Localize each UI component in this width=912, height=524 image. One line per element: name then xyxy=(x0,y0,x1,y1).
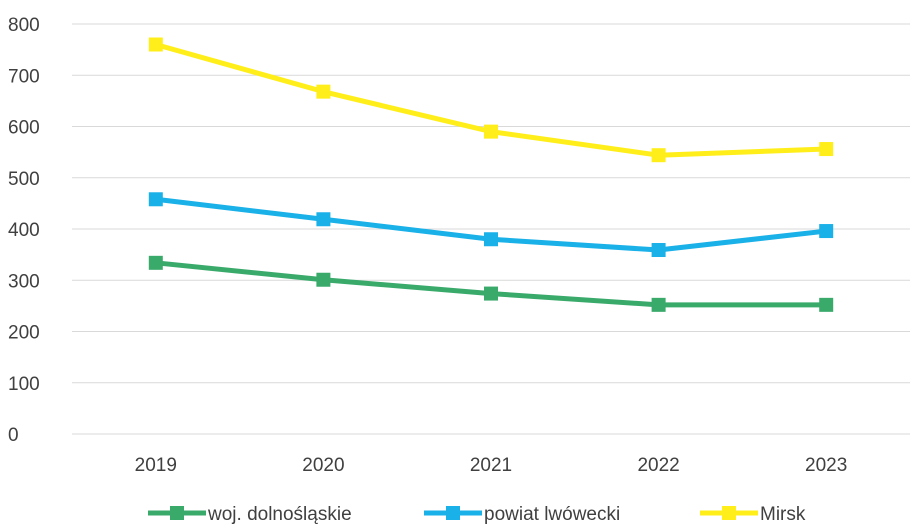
legend-item: Mirsk xyxy=(700,504,806,524)
data-point-marker xyxy=(651,148,666,163)
data-point-marker xyxy=(148,37,163,52)
data-point-marker xyxy=(819,142,834,157)
data-point-marker xyxy=(148,192,163,207)
data-point-marker xyxy=(148,255,163,270)
legend-label: Mirsk xyxy=(760,504,806,524)
series-lines xyxy=(148,37,834,312)
y-tick-label: 500 xyxy=(8,169,40,190)
series-group xyxy=(148,255,834,312)
data-point-marker xyxy=(819,224,834,239)
legend-item: woj. dolnośląskie xyxy=(148,504,352,524)
data-point-marker xyxy=(484,124,498,139)
data-point-marker xyxy=(316,84,331,99)
y-tick-label: 800 xyxy=(8,15,40,36)
y-tick-label: 100 xyxy=(8,374,40,395)
series-group xyxy=(148,37,834,163)
legend-item: powiat lwówecki xyxy=(424,504,620,524)
legend-marker-swatch xyxy=(170,506,184,520)
y-tick-label: 0 xyxy=(8,425,19,446)
y-tick-label: 600 xyxy=(8,118,40,139)
legend-label: woj. dolnośląskie xyxy=(207,504,352,524)
y-tick-label: 400 xyxy=(8,220,40,241)
data-point-marker xyxy=(484,232,498,247)
y-tick-label: 700 xyxy=(8,66,40,87)
legend: woj. dolnośląskie powiat lwówecki Mirsk xyxy=(148,504,806,524)
gridlines xyxy=(72,23,910,435)
data-point-marker xyxy=(484,286,498,301)
legend-label: powiat lwówecki xyxy=(484,504,620,524)
data-point-marker xyxy=(651,243,666,258)
x-tick-label: 2020 xyxy=(302,455,344,476)
data-point-marker xyxy=(316,212,331,227)
data-point-marker xyxy=(651,297,666,312)
x-tick-label: 2021 xyxy=(470,455,512,476)
x-tick-label: 2023 xyxy=(805,455,847,476)
data-point-marker xyxy=(316,272,331,287)
y-tick-label: 200 xyxy=(8,323,40,344)
y-axis-tick-labels: 0 100 200 300 400 500 600 700 800 xyxy=(8,15,40,446)
y-tick-label: 300 xyxy=(8,271,40,292)
x-tick-label: 2022 xyxy=(637,455,679,476)
x-tick-label: 2019 xyxy=(135,455,177,476)
legend-marker-swatch xyxy=(722,506,736,520)
series-group xyxy=(148,192,834,258)
legend-marker-swatch xyxy=(446,506,460,520)
x-axis-tick-labels: 2019 2020 2021 2022 2023 xyxy=(135,455,848,476)
data-point-marker xyxy=(819,297,834,312)
